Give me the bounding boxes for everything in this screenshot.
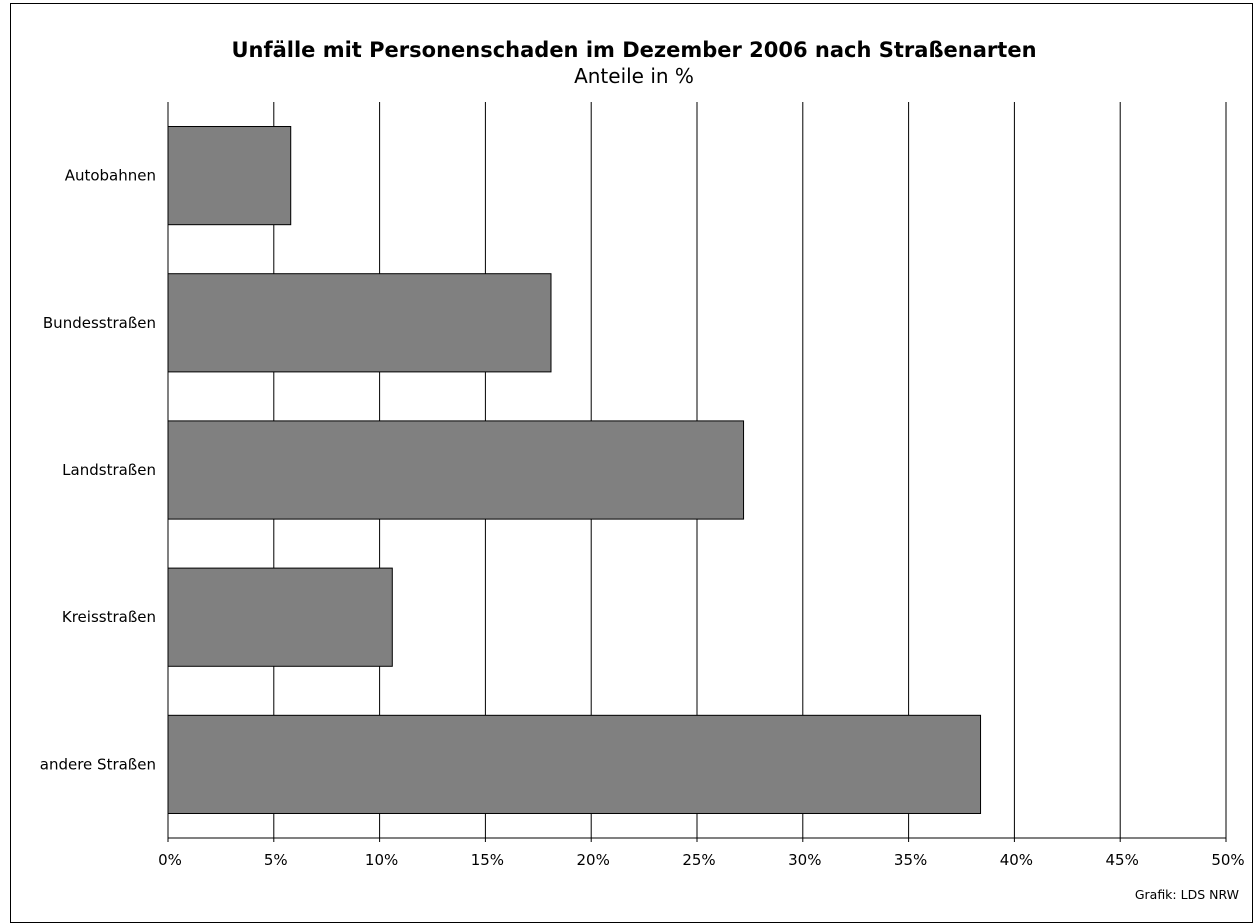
x-tick-label: 0% [158, 851, 182, 869]
bar [167, 126, 292, 226]
x-tick-label: 25% [682, 851, 715, 869]
category-label: andere Straßen [40, 755, 156, 773]
category-label: Kreisstraßen [62, 608, 156, 626]
x-tick-label: 45% [1106, 851, 1139, 869]
bar [167, 420, 745, 520]
x-tick-label: 20% [577, 851, 610, 869]
category-label: Bundesstraßen [43, 314, 156, 332]
x-tick-label: 50% [1211, 851, 1244, 869]
category-label: Landstraßen [62, 461, 156, 479]
x-tick-label: 30% [788, 851, 821, 869]
chart-title: Unfälle mit Personenschaden im Dezember … [231, 38, 1037, 62]
x-tick-label: 15% [471, 851, 504, 869]
category-label: Autobahnen [65, 167, 156, 185]
x-tick-label: 10% [365, 851, 398, 869]
x-tick-label: 40% [1000, 851, 1033, 869]
bar [167, 273, 552, 373]
chart-subtitle: Anteile in % [574, 64, 694, 88]
bar [167, 567, 393, 667]
bar [167, 714, 982, 814]
x-tick-label: 5% [264, 851, 288, 869]
x-tick-label: 35% [894, 851, 927, 869]
chart-credit: Grafik: LDS NRW [1134, 887, 1239, 902]
